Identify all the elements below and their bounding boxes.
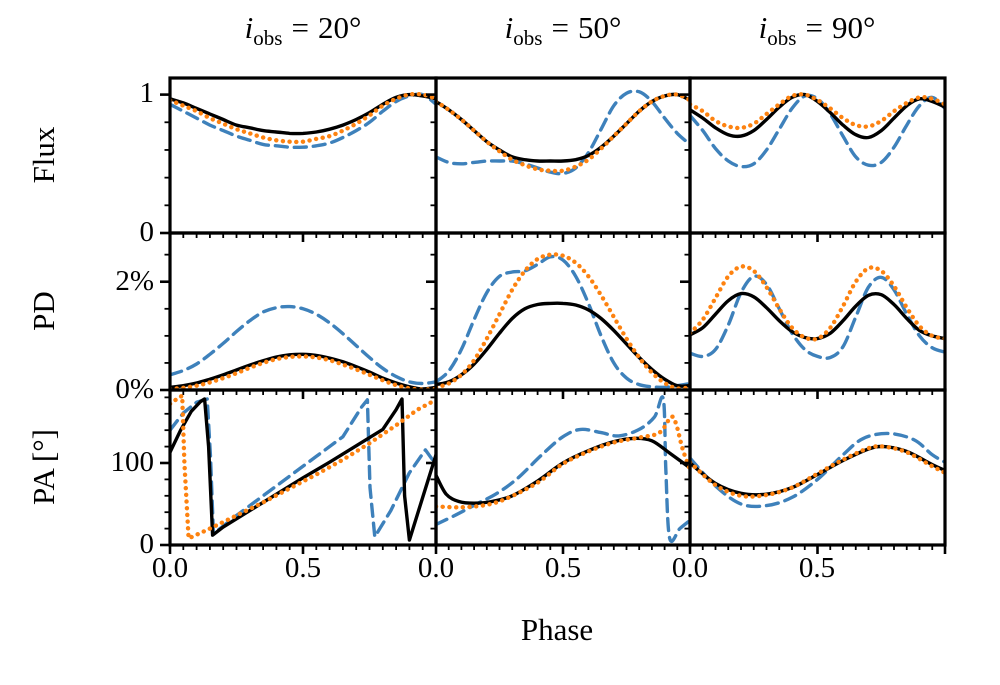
column-title-iobs-50: iobs = 50° — [504, 10, 622, 49]
panel-border — [434, 388, 692, 547]
title-variable: i — [244, 10, 254, 45]
series-black-solid-model — [170, 352, 436, 390]
xtick-col1-0.5: 0.5 — [284, 552, 322, 584]
ylabel-pd: PD — [26, 291, 61, 331]
series-orange-dotted-model — [170, 91, 436, 145]
series-blue-dashed-model — [436, 89, 690, 176]
title-value: 90° — [831, 10, 876, 45]
column-title-iobs-90: iobs = 90° — [758, 10, 876, 49]
xtick-col3-0.0: 0.0 — [671, 552, 709, 584]
tick-marks — [160, 396, 424, 554]
series-black-solid-model — [690, 291, 945, 341]
series-orange-dotted-model — [436, 252, 690, 390]
series-blue-dashed-model — [690, 431, 945, 509]
series-orange-dotted-model — [436, 414, 690, 510]
title-equals: = — [551, 10, 569, 45]
panel-row1-col1 — [436, 252, 690, 390]
xtick-col2-0.0: 0.0 — [417, 552, 455, 584]
ytick-pa-100: 100 — [110, 445, 155, 478]
series-black-solid-model — [170, 397, 436, 542]
ytick-pa-0: 0 — [139, 527, 155, 560]
panel-border — [168, 231, 438, 392]
tick-marks — [680, 93, 947, 242]
panel-row2-col2 — [690, 431, 945, 509]
tick-marks — [426, 396, 679, 554]
title-variable: i — [758, 10, 768, 45]
panel-row0-col1 — [436, 89, 690, 176]
ytick-flux-0: 0 — [139, 215, 155, 248]
series-black-solid-model — [436, 436, 690, 505]
ytick-flux-1: 1 — [139, 76, 155, 109]
title-subscript: obs — [513, 26, 543, 51]
series-orange-dotted-model — [690, 264, 945, 342]
series-blue-dashed-model — [436, 254, 690, 390]
title-equals: = — [291, 10, 309, 45]
ytick-pd-2pct: 2% — [115, 264, 154, 297]
series-blue-dashed-model — [436, 395, 690, 544]
title-subscript: obs — [253, 26, 283, 51]
series-blue-dashed-model — [170, 92, 436, 150]
xtick-col1-0.0: 0.0 — [151, 552, 189, 584]
series-blue-dashed-model — [170, 397, 436, 539]
series-blue-dashed-model — [690, 274, 945, 360]
panel-row1-col2 — [690, 264, 945, 360]
tick-marks — [680, 396, 947, 554]
title-value: 20° — [317, 10, 362, 45]
series-orange-dotted-model — [690, 92, 945, 131]
title-subscript: obs — [767, 26, 797, 51]
panel-row2-col1 — [436, 395, 690, 544]
tick-marks — [680, 253, 947, 399]
column-title-iobs-20: iobs = 20° — [244, 10, 362, 49]
series-orange-dotted-model — [436, 92, 690, 174]
title-variable: i — [504, 10, 514, 45]
series-orange-dotted-model — [170, 393, 436, 541]
tick-marks — [426, 253, 679, 399]
series-blue-dashed-model — [170, 304, 436, 386]
panel-row1-col0 — [170, 304, 436, 390]
xaxis-label-phase: Phase — [520, 612, 594, 647]
panel-row2-col0 — [170, 393, 436, 542]
panel-row0-col2 — [690, 92, 945, 169]
tick-marks — [160, 93, 424, 242]
xtick-col3-0.5: 0.5 — [798, 552, 836, 584]
ylabel-flux: Flux — [26, 126, 61, 184]
panel-row0-col0 — [170, 91, 436, 150]
ytick-pd-0pct: 0% — [115, 372, 154, 405]
title-value: 50° — [577, 10, 622, 45]
panel-border — [688, 388, 947, 547]
ylabel-pa: PA [°] — [26, 429, 61, 505]
series-orange-dotted-model — [690, 444, 945, 499]
xtick-col2-0.5: 0.5 — [544, 552, 582, 584]
tick-marks — [426, 93, 679, 242]
series-blue-dashed-model — [690, 93, 945, 169]
series-black-solid-model — [436, 92, 690, 163]
series-orange-dotted-model — [170, 354, 436, 390]
title-equals: = — [805, 10, 823, 45]
